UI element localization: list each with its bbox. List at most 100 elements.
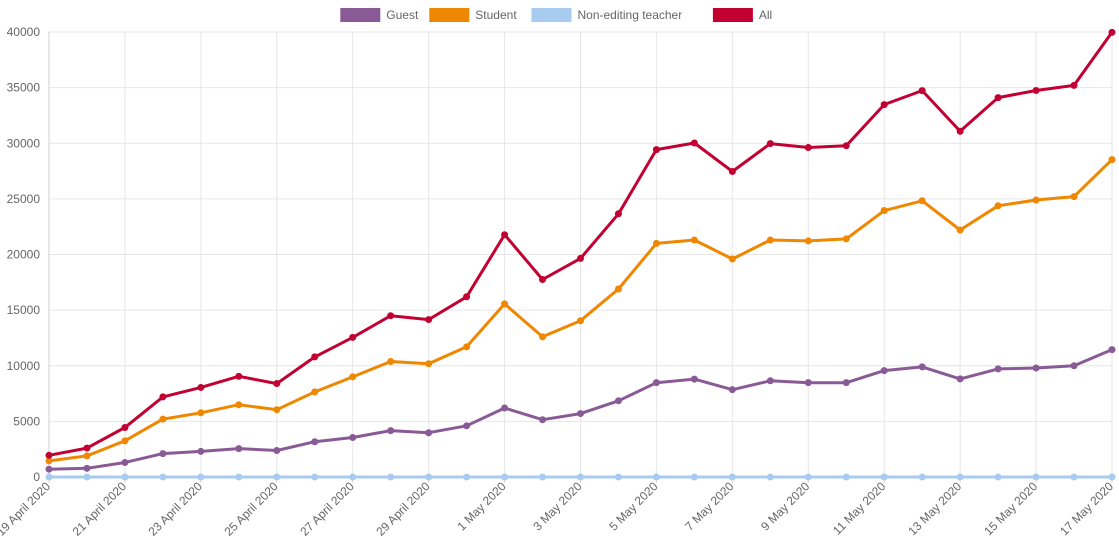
data-point-guest[interactable] xyxy=(197,447,205,455)
data-point-all[interactable] xyxy=(425,316,433,324)
data-point-guest[interactable] xyxy=(804,379,812,387)
data-point-all[interactable] xyxy=(387,312,395,320)
data-point-all[interactable] xyxy=(652,146,660,154)
data-point-guest[interactable] xyxy=(956,375,964,383)
data-point-all[interactable] xyxy=(842,142,850,150)
data-point-non-editing-teacher[interactable] xyxy=(121,473,129,481)
data-point-student[interactable] xyxy=(463,343,471,351)
data-point-all[interactable] xyxy=(994,94,1002,102)
data-point-non-editing-teacher[interactable] xyxy=(425,473,433,481)
data-point-guest[interactable] xyxy=(463,422,471,430)
data-point-non-editing-teacher[interactable] xyxy=(501,473,509,481)
data-point-guest[interactable] xyxy=(614,397,622,405)
data-point-guest[interactable] xyxy=(273,447,281,455)
data-point-all[interactable] xyxy=(501,231,509,239)
data-point-non-editing-teacher[interactable] xyxy=(880,473,888,481)
data-point-non-editing-teacher[interactable] xyxy=(1070,473,1078,481)
data-point-student[interactable] xyxy=(1070,193,1078,201)
data-point-guest[interactable] xyxy=(1108,346,1116,354)
data-point-guest[interactable] xyxy=(387,427,395,435)
data-point-non-editing-teacher[interactable] xyxy=(1108,473,1116,481)
legend-item-guest[interactable]: Guest xyxy=(340,8,419,22)
legend-item-non-editing-teacher[interactable]: Non-editing teacher xyxy=(531,8,683,22)
data-point-all[interactable] xyxy=(463,293,471,301)
data-point-all[interactable] xyxy=(539,276,547,284)
data-point-non-editing-teacher[interactable] xyxy=(994,473,1002,481)
data-point-student[interactable] xyxy=(994,202,1002,210)
data-point-guest[interactable] xyxy=(728,386,736,394)
data-point-all[interactable] xyxy=(121,423,129,431)
data-point-guest[interactable] xyxy=(577,410,584,418)
data-point-non-editing-teacher[interactable] xyxy=(918,473,926,481)
data-point-all[interactable] xyxy=(83,444,91,452)
data-point-student[interactable] xyxy=(956,226,964,234)
data-point-guest[interactable] xyxy=(880,367,888,375)
data-point-non-editing-teacher[interactable] xyxy=(387,473,395,481)
data-point-guest[interactable] xyxy=(121,459,129,467)
data-point-guest[interactable] xyxy=(1032,364,1040,372)
data-point-all[interactable] xyxy=(918,87,926,95)
data-point-non-editing-teacher[interactable] xyxy=(728,473,736,481)
data-point-guest[interactable] xyxy=(425,429,433,437)
data-point-student[interactable] xyxy=(1032,196,1040,204)
data-point-all[interactable] xyxy=(159,393,167,401)
data-point-student[interactable] xyxy=(577,317,584,325)
data-point-all[interactable] xyxy=(577,254,584,262)
data-point-guest[interactable] xyxy=(159,450,167,458)
data-point-non-editing-teacher[interactable] xyxy=(690,473,698,481)
data-point-all[interactable] xyxy=(1108,28,1116,36)
data-point-non-editing-teacher[interactable] xyxy=(273,473,281,481)
data-point-guest[interactable] xyxy=(539,416,547,424)
data-point-non-editing-teacher[interactable] xyxy=(45,473,53,481)
data-point-all[interactable] xyxy=(235,372,243,380)
data-point-guest[interactable] xyxy=(842,379,850,387)
data-point-all[interactable] xyxy=(273,380,281,388)
data-point-all[interactable] xyxy=(880,101,888,109)
data-point-guest[interactable] xyxy=(690,375,698,383)
data-point-all[interactable] xyxy=(197,383,205,391)
data-point-student[interactable] xyxy=(121,437,129,445)
data-point-student[interactable] xyxy=(197,409,205,417)
data-point-non-editing-teacher[interactable] xyxy=(463,473,471,481)
data-point-all[interactable] xyxy=(766,140,774,148)
data-point-non-editing-teacher[interactable] xyxy=(311,473,319,481)
data-point-all[interactable] xyxy=(311,353,319,361)
data-point-guest[interactable] xyxy=(235,445,243,453)
data-point-non-editing-teacher[interactable] xyxy=(197,473,205,481)
data-point-non-editing-teacher[interactable] xyxy=(577,473,584,481)
data-point-guest[interactable] xyxy=(994,365,1002,373)
data-point-guest[interactable] xyxy=(83,464,91,472)
data-point-student[interactable] xyxy=(349,373,357,381)
data-point-student[interactable] xyxy=(425,360,433,368)
data-point-all[interactable] xyxy=(349,333,357,341)
data-point-student[interactable] xyxy=(842,235,850,243)
data-point-non-editing-teacher[interactable] xyxy=(956,473,964,481)
data-point-student[interactable] xyxy=(501,300,509,308)
data-point-all[interactable] xyxy=(804,143,812,151)
data-point-guest[interactable] xyxy=(349,434,357,442)
legend-item-all[interactable]: All xyxy=(712,8,772,22)
data-point-student[interactable] xyxy=(273,406,281,414)
data-point-all[interactable] xyxy=(1032,87,1040,95)
data-point-student[interactable] xyxy=(690,236,698,244)
legend-item-student[interactable]: Student xyxy=(429,8,517,22)
data-point-all[interactable] xyxy=(614,210,622,218)
data-point-guest[interactable] xyxy=(1070,362,1078,370)
data-point-guest[interactable] xyxy=(918,363,926,371)
data-point-student[interactable] xyxy=(83,452,91,460)
data-point-student[interactable] xyxy=(652,239,660,247)
data-point-all[interactable] xyxy=(728,168,736,176)
data-point-non-editing-teacher[interactable] xyxy=(159,473,167,481)
data-point-guest[interactable] xyxy=(501,404,509,412)
data-point-student[interactable] xyxy=(235,401,243,409)
data-point-all[interactable] xyxy=(45,451,53,459)
data-point-guest[interactable] xyxy=(766,377,774,385)
data-point-student[interactable] xyxy=(45,457,53,465)
data-point-non-editing-teacher[interactable] xyxy=(804,473,812,481)
data-point-student[interactable] xyxy=(766,236,774,244)
data-point-student[interactable] xyxy=(880,207,888,215)
data-point-student[interactable] xyxy=(1108,156,1116,164)
data-point-student[interactable] xyxy=(918,197,926,205)
data-point-non-editing-teacher[interactable] xyxy=(83,473,91,481)
data-point-student[interactable] xyxy=(614,285,622,293)
